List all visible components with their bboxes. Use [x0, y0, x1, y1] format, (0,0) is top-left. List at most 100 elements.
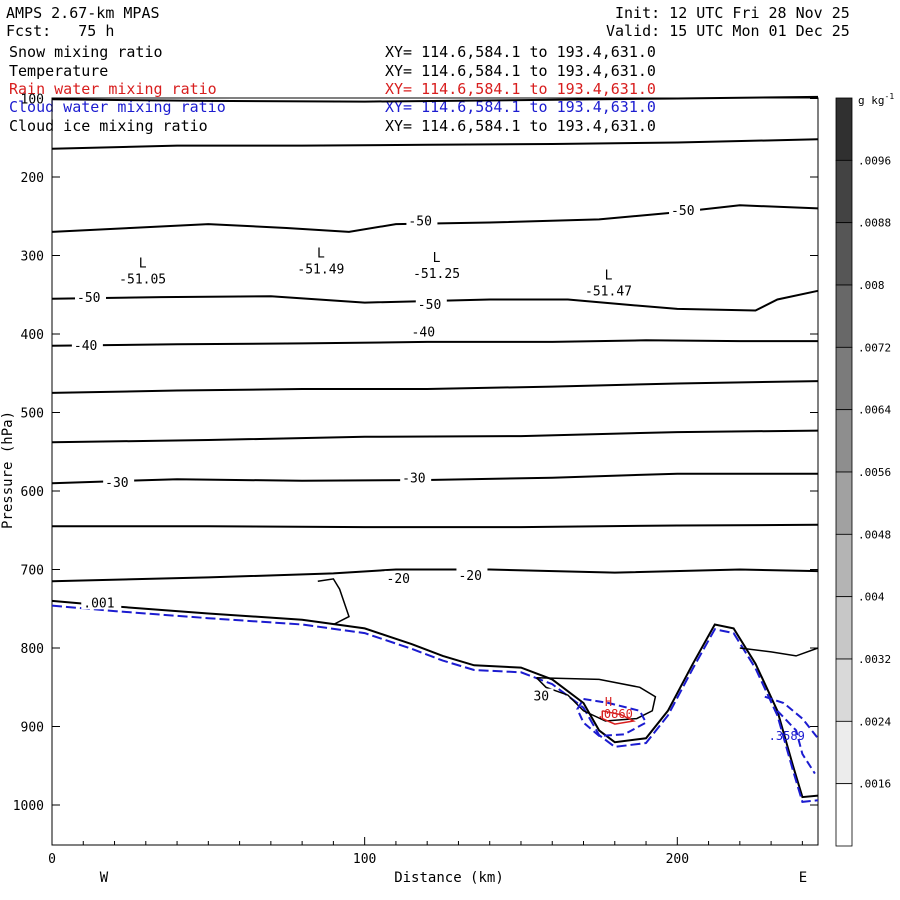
- cloud-water-label: .3589: [769, 729, 805, 743]
- contour-label: -20: [458, 569, 481, 584]
- field-range-cloud-ice: XY= 114.6,584.1 to 193.4,631.0: [385, 117, 656, 135]
- field-name-rain: Rain water mixing ratio: [9, 80, 217, 98]
- x-end-label-west: W: [100, 870, 109, 886]
- contour-label-bg: [75, 289, 107, 304]
- isotherm-line: [51, 429, 819, 444]
- contour-label: -40: [412, 325, 435, 340]
- init-time: Init: 12 UTC Fri 28 Nov 25: [615, 4, 850, 22]
- colorbar-label: .0064: [858, 404, 891, 417]
- model-title: AMPS 2.67-km MPAS: [6, 4, 160, 22]
- forecast-hour: Fcst: 75 h: [6, 22, 115, 40]
- axis-ticks: 100 200 300 400 500 600 700 800 900 1000 0 100 200: [13, 93, 818, 867]
- y-tick-label: 400: [21, 328, 44, 343]
- contour-labels: -50-50-50 -50-40-40-30 -30-20 -2030.001L-51…: [71, 202, 805, 743]
- cloud-water-line: [51, 604, 819, 803]
- axis-labels: Distance (km) Pressure (hPa) W E: [0, 411, 807, 886]
- y-tick-label: 1000: [13, 799, 44, 814]
- rain-water-contour: [601, 710, 636, 725]
- rain-label: H: [605, 695, 612, 709]
- isotherm-line: [51, 138, 819, 150]
- contour-label-bg: [400, 470, 432, 485]
- east-contour: [739, 647, 819, 657]
- colorbar-label: .0016: [858, 778, 891, 791]
- contour-label-bg: [531, 688, 554, 703]
- terrain-line: [51, 599, 819, 799]
- low-value: -51.49: [297, 262, 344, 277]
- isotherm-line: [51, 568, 819, 583]
- terrain-contours: [51, 578, 819, 803]
- colorbar-bin: [835, 409, 853, 473]
- contour-label-bg: [669, 202, 701, 217]
- contour-label-bg: [409, 324, 441, 339]
- colorbar-bin: [835, 533, 853, 598]
- plot-frame: [51, 97, 819, 846]
- contour-label-bg: [81, 595, 122, 610]
- low-value: -51.25: [413, 267, 460, 282]
- colorbar-label: .0088: [858, 217, 891, 230]
- contour-label: -30: [402, 471, 425, 486]
- colorbar-bin: [835, 783, 853, 847]
- contour-label: .001: [83, 596, 114, 611]
- contour-label: -50: [408, 215, 431, 230]
- low-marker: L: [433, 251, 441, 266]
- x-tick-label: 200: [666, 852, 689, 867]
- y-tick-label: 100: [21, 93, 44, 108]
- y-tick-label: 700: [21, 564, 44, 579]
- rain-label: .0860: [597, 707, 633, 721]
- x-axis-label: Distance (km): [394, 870, 504, 886]
- field-range-snow: XY= 114.6,584.1 to 193.4,631.0: [385, 43, 656, 61]
- colorbar-bin: [835, 658, 853, 722]
- colorbar-label: .004: [858, 591, 885, 604]
- colorbar-label: .008: [858, 279, 885, 292]
- colorbar-label: .0024: [858, 715, 891, 728]
- contour-label-bg: [415, 296, 447, 311]
- field-range-cloud-water: XY= 114.6,584.1 to 193.4,631.0: [385, 98, 656, 116]
- colorbar-bin: [835, 97, 853, 161]
- isotherm-line: [52, 523, 819, 529]
- colorbar-bin: [835, 346, 853, 411]
- y-axis-label: Pressure (hPa): [0, 411, 16, 529]
- low-value: -51.47: [585, 284, 632, 299]
- isotherm-line: [51, 472, 818, 485]
- isotherm-tongue: [317, 578, 350, 626]
- isotherm-line: [51, 339, 818, 347]
- colorbar-label: .0048: [858, 528, 891, 541]
- low-marker: L: [317, 246, 325, 261]
- y-tick-label: 800: [21, 642, 44, 657]
- low-marker: L: [139, 257, 147, 272]
- y-tick-label: 300: [21, 250, 44, 265]
- colorbar-label: .0032: [858, 653, 891, 666]
- cloud-water-contour-east-2: [776, 710, 816, 775]
- colorbar-bin: [835, 222, 853, 286]
- y-tick-label: 900: [21, 721, 44, 736]
- contour-label: -40: [74, 339, 97, 354]
- contour-label-bg: [406, 213, 438, 228]
- colorbar-bin: [835, 159, 853, 224]
- y-tick-label: 500: [21, 407, 44, 422]
- x-tick-label: 100: [353, 852, 376, 867]
- contour-label: -50: [77, 291, 100, 306]
- colorbar-bin: [835, 596, 853, 660]
- cloud-water-contour: [576, 698, 648, 737]
- colorbar-bin: [835, 471, 853, 535]
- colorbar: g kg-1 .0096 .0088 .008 .0072 .0064 .0056 .004…: [835, 92, 894, 847]
- colorbar-bin: [835, 284, 853, 348]
- isotherm-line: [51, 380, 819, 394]
- contour-label: -50: [671, 204, 694, 219]
- x-end-label-east: E: [799, 870, 807, 886]
- contour-label-bg: [103, 475, 135, 490]
- contour-label: -30: [105, 476, 128, 491]
- isotherm-line: [51, 289, 819, 312]
- isotherm-line: [51, 95, 819, 103]
- field-name-cloud-ice: Cloud ice mixing ratio: [9, 117, 208, 135]
- field-name-cloud-water: Cloud water mixing ratio: [9, 98, 226, 116]
- colorbar-label: .0096: [858, 154, 891, 167]
- colorbar-unit: g kg-1: [858, 92, 894, 107]
- valley-contour: [536, 677, 657, 722]
- contour-label-bg: [384, 570, 416, 585]
- contour-label: 30: [533, 690, 549, 705]
- contour-label: -20: [387, 572, 410, 587]
- colorbar-label: .0056: [858, 466, 891, 479]
- plot-border: [51, 97, 819, 846]
